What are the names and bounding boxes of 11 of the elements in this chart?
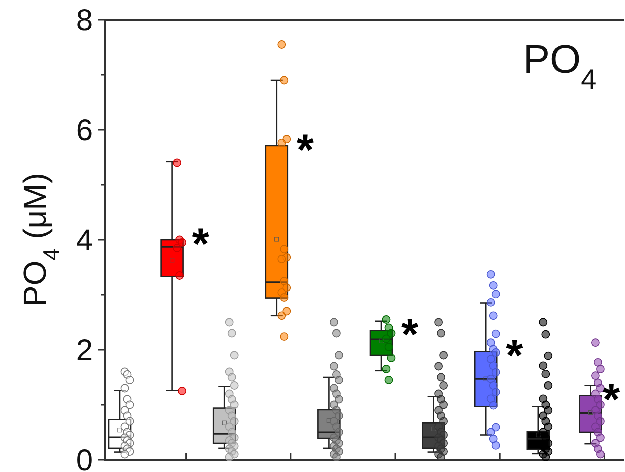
annotation: * <box>192 220 210 269</box>
annotation: * <box>603 375 621 424</box>
y-tick-label: 6 <box>76 114 93 148</box>
y-tick-label: 8 <box>76 4 93 38</box>
y-tick-label: 0 <box>76 444 93 472</box>
annotation: * <box>506 331 524 380</box>
y-tick-label: 4 <box>76 224 93 258</box>
annotation: * <box>402 310 420 360</box>
text: PO$_{4}$ <box>523 38 597 94</box>
annotation: * <box>296 126 315 175</box>
y-tick-label: 2 <box>76 334 93 368</box>
